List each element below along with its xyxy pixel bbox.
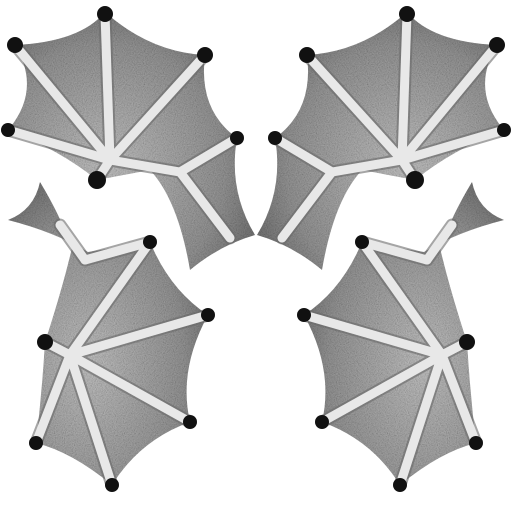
wing-top-right xyxy=(257,6,511,270)
wing-top-left xyxy=(1,6,255,270)
